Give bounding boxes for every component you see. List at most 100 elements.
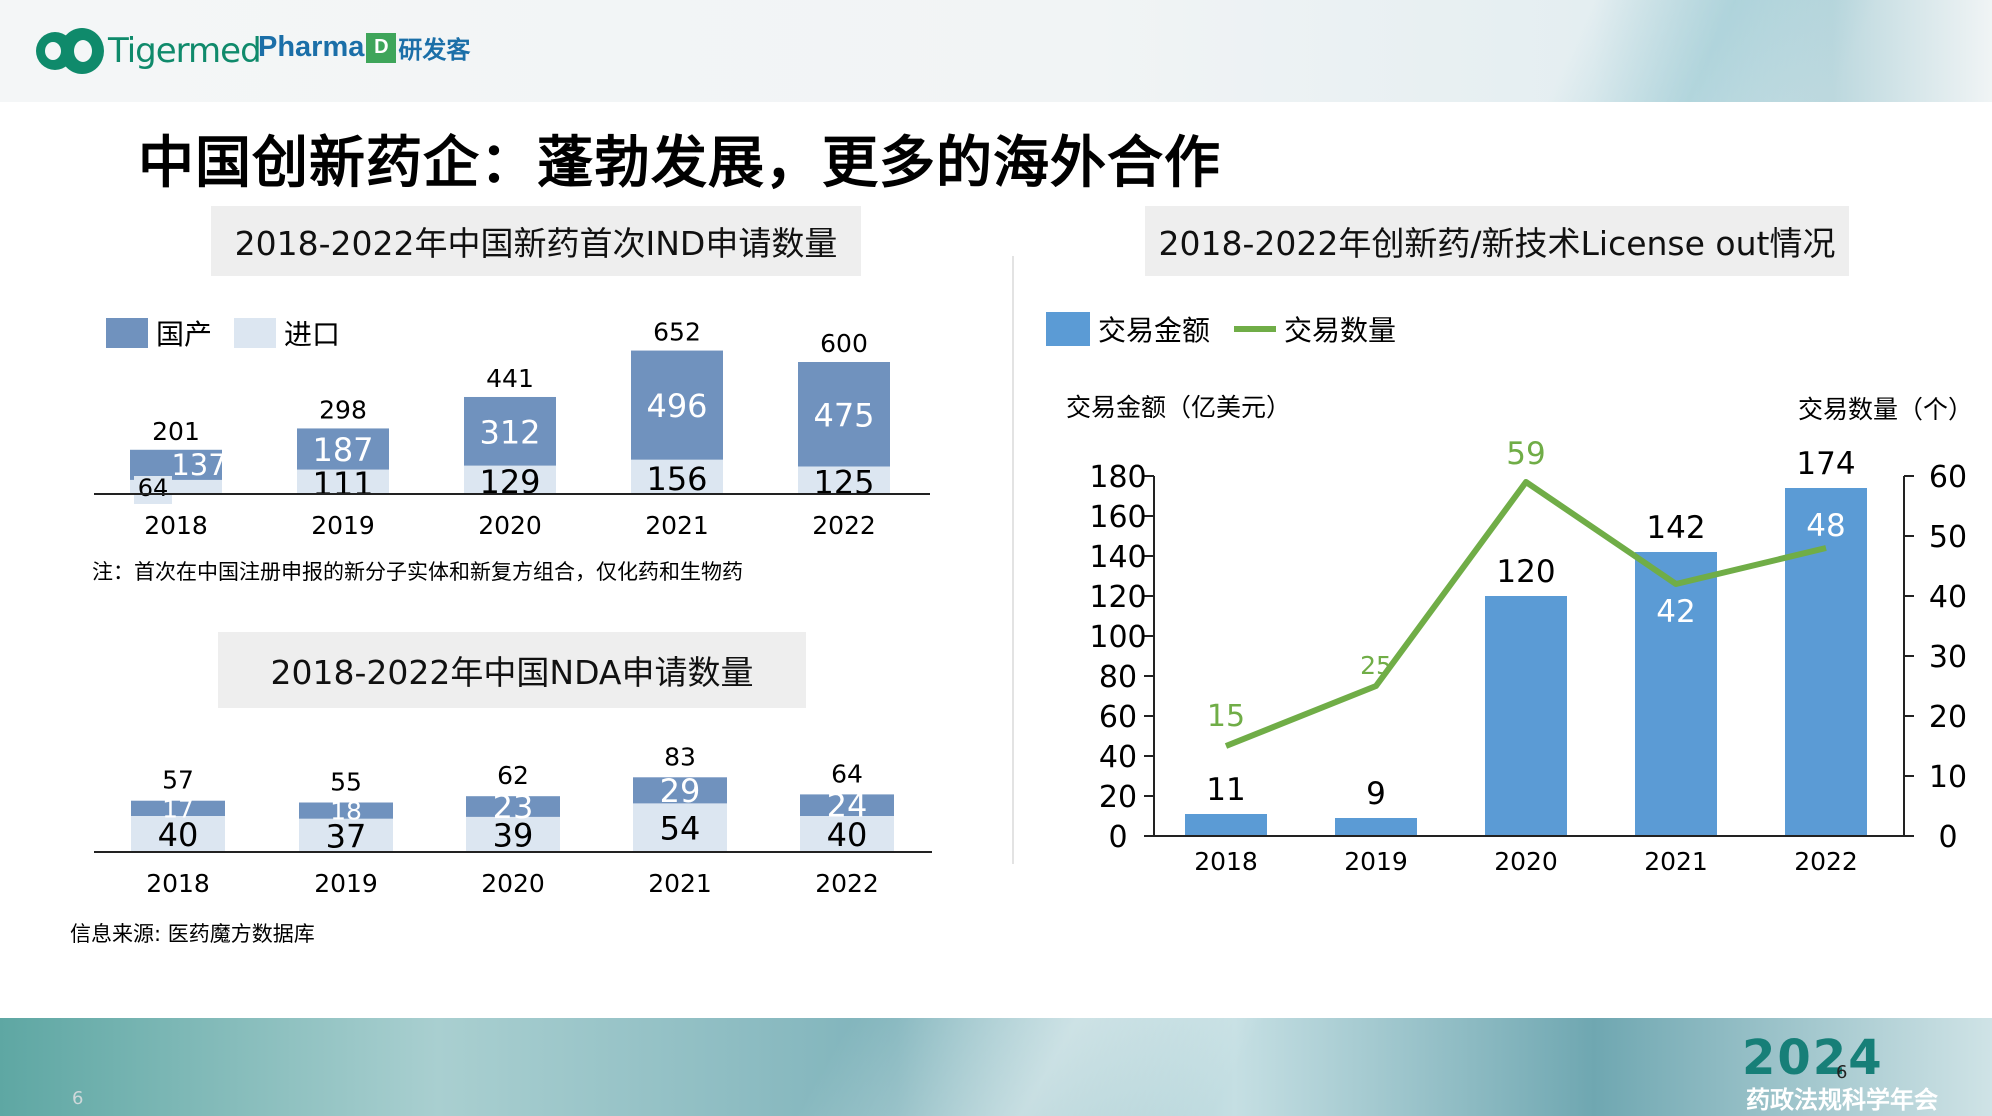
- amount-bar: [1335, 818, 1417, 836]
- y-tick-label-right: 60: [1929, 460, 1967, 495]
- ind-bar-domestic: [631, 350, 723, 460]
- nda-label-upper: 17: [162, 794, 194, 823]
- ind-bar-domestic: [798, 362, 890, 467]
- count-label: 25: [1360, 651, 1392, 680]
- nda-bar-lower: [633, 803, 727, 852]
- nda-label-lower: 40: [827, 816, 868, 854]
- ind-total-label: 652: [653, 318, 701, 347]
- license-chart-title: 2018-2022年创新药/新技术License out情况: [1145, 206, 1849, 276]
- y-tick-label-right: 50: [1929, 520, 1967, 555]
- nda-label-lower: 39: [493, 816, 534, 854]
- section-divider: [1012, 256, 1014, 864]
- nda-bar-lower: [299, 818, 393, 852]
- page-number-left: 6: [72, 1088, 84, 1109]
- ind-bar-import: [631, 459, 723, 494]
- y-tick-label-left: 160: [1089, 500, 1146, 535]
- page-number-right: 6: [1836, 1062, 1848, 1083]
- count-line: [1224, 479, 1827, 749]
- nda-category-label: 2020: [481, 869, 545, 898]
- y-tick-label-left: 40: [1099, 740, 1137, 775]
- ind-chart-title: 2018-2022年中国新药首次IND申请数量: [211, 206, 861, 276]
- y-tick-label-left: 80: [1099, 660, 1137, 695]
- y-tick-label-right: 10: [1929, 760, 1967, 795]
- nda-label-lower: 54: [660, 810, 701, 848]
- y-tick-label-left: 20: [1099, 780, 1137, 815]
- legend-label-amount: 交易金额: [1098, 314, 1210, 347]
- tigermed-logo-icon: [34, 24, 104, 78]
- nda-chart-title: 2018-2022年中国NDA申请数量: [218, 632, 806, 708]
- y-axis-title-right: 交易数量（个）: [1798, 395, 1973, 424]
- license-category-label: 2020: [1494, 847, 1558, 876]
- y-tick-label-right: 40: [1929, 580, 1967, 615]
- legend-swatch-import: [234, 318, 276, 348]
- amount-bar: [1485, 596, 1567, 836]
- license-category-label: 2021: [1644, 847, 1708, 876]
- legend-swatch-amount: [1046, 312, 1090, 346]
- amount-label: 142: [1646, 510, 1705, 546]
- ind-category-label: 2020: [478, 511, 542, 540]
- ind-label-domestic: 475: [813, 396, 874, 434]
- license-category-label: 2018: [1194, 847, 1258, 876]
- pharma-logo: Pharma D 研发客: [258, 30, 470, 65]
- nda-label-lower: 40: [158, 816, 199, 854]
- nda-total-label: 62: [497, 761, 529, 790]
- footer-event-name: 药政法规科学年会: [1746, 1086, 1938, 1114]
- ind-bar-import: [297, 469, 389, 494]
- ind-bar-domestic: [464, 396, 556, 466]
- amount-label: 9: [1366, 776, 1386, 812]
- y-tick-label-left: 120: [1089, 580, 1146, 615]
- y-axis-title-left: 交易金额（亿美元）: [1066, 393, 1291, 422]
- nda-bar-lower: [131, 816, 225, 852]
- ind-total-label: 298: [319, 395, 367, 424]
- y-tick-label-right: 20: [1929, 700, 1967, 735]
- license-category-label: 2022: [1794, 847, 1858, 876]
- nda-bar-lower: [466, 816, 560, 852]
- nda-label-upper: 18: [330, 797, 362, 826]
- tigermed-logo: Tigermed: [34, 24, 262, 78]
- nda-bar-upper: [131, 800, 225, 816]
- y-tick-label-left: 140: [1089, 540, 1146, 575]
- ind-label-import: 125: [813, 463, 874, 501]
- pharma-logo-box: D: [366, 32, 397, 63]
- nda-label-upper: 24: [827, 787, 868, 825]
- nda-category-label: 2019: [314, 869, 378, 898]
- header-decoration: [1480, 0, 1992, 102]
- ind-label-domestic: 137: [171, 448, 226, 482]
- y-tick-label-left: 100: [1089, 620, 1146, 655]
- amount-label: 174: [1796, 446, 1855, 482]
- nda-label-lower: 37: [326, 817, 367, 855]
- ind-label-domestic: 496: [646, 387, 707, 425]
- ind-category-label: 2018: [144, 511, 208, 540]
- legend-label-import: 进口: [284, 318, 340, 351]
- amount-bar: [1635, 552, 1717, 836]
- y-tick-label-right: 0: [1938, 820, 1957, 855]
- amount-bar: [1785, 488, 1867, 836]
- nda-category-label: 2022: [815, 869, 879, 898]
- nda-bar-lower: [800, 816, 894, 852]
- ind-category-label: 2022: [812, 511, 876, 540]
- footer-band: [0, 1018, 1992, 1116]
- nda-bar-upper: [633, 777, 727, 804]
- ind-label-domestic: 312: [479, 413, 540, 451]
- y-tick-label-right: 30: [1929, 640, 1967, 675]
- pharma-logo-text: Pharma: [258, 31, 365, 63]
- license-category-label: 2019: [1344, 847, 1408, 876]
- nda-bar-upper: [800, 794, 894, 816]
- count-label: 59: [1506, 436, 1545, 472]
- nda-label-upper: 23: [493, 788, 534, 826]
- y-tick-label-left: 0: [1108, 820, 1127, 855]
- nda-category-label: 2021: [648, 869, 712, 898]
- ind-bar-domestic: [297, 428, 389, 470]
- y-tick-label-left: 60: [1099, 700, 1137, 735]
- tigermed-logo-text: Tigermed: [108, 31, 262, 71]
- ind-total-label: 201: [152, 417, 200, 446]
- footer-year: 2024: [1742, 1030, 1884, 1086]
- nda-bar-upper: [299, 802, 393, 819]
- ind-category-label: 2021: [645, 511, 709, 540]
- nda-label-upper: 29: [660, 772, 701, 810]
- nda-bar-upper: [466, 796, 560, 817]
- footer-decoration: [700, 1018, 1400, 1116]
- count-label: 15: [1207, 699, 1245, 734]
